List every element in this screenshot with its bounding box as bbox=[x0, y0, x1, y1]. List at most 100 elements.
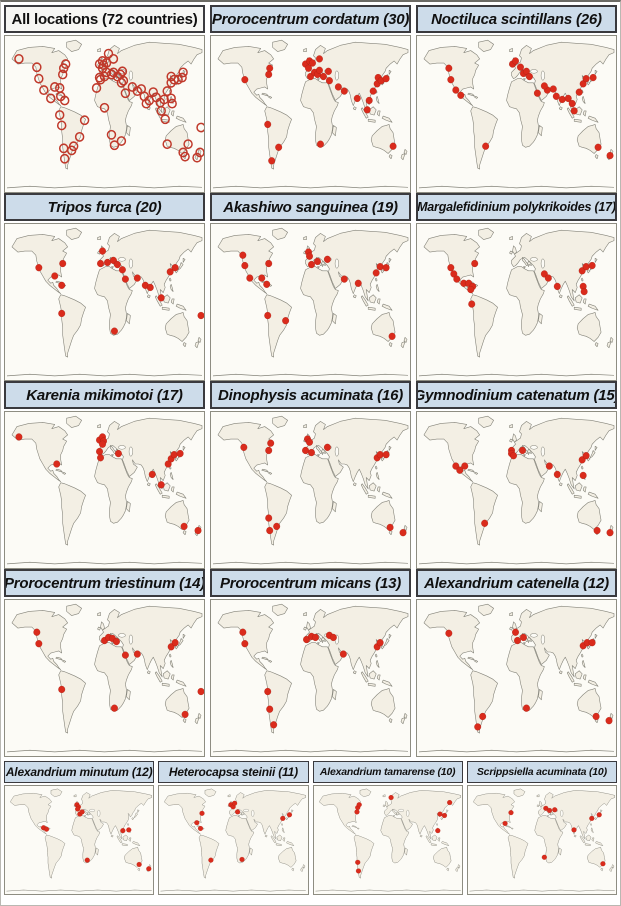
location-marker bbox=[386, 523, 394, 532]
location-marker bbox=[266, 705, 274, 713]
location-marker bbox=[35, 264, 43, 272]
location-marker bbox=[136, 861, 142, 867]
panel-akashiwo-sanguinea: Akashiwo sanguinea (19) bbox=[210, 193, 411, 381]
panel-tripos-furca: Tripos furca (20) bbox=[4, 193, 205, 381]
location-marker bbox=[382, 75, 390, 83]
map-grid-bottom: Alexandrium minutum (12) Heterocapsa ste… bbox=[4, 761, 617, 895]
location-markers bbox=[33, 628, 204, 718]
location-marker bbox=[103, 48, 114, 59]
location-marker bbox=[389, 142, 397, 150]
location-marker bbox=[265, 70, 273, 79]
location-markers bbox=[240, 435, 407, 537]
location-marker bbox=[167, 643, 175, 651]
location-marker bbox=[176, 450, 184, 458]
location-marker bbox=[363, 106, 371, 114]
location-marker bbox=[355, 868, 361, 874]
location-marker bbox=[91, 83, 102, 93]
location-marker bbox=[159, 94, 169, 105]
location-marker bbox=[141, 98, 152, 109]
location-marker bbox=[133, 650, 141, 658]
location-marker bbox=[512, 57, 519, 65]
location-marker bbox=[514, 636, 521, 645]
location-marker bbox=[578, 267, 586, 275]
location-marker bbox=[436, 811, 443, 817]
location-marker bbox=[195, 147, 204, 158]
location-marker bbox=[54, 110, 65, 120]
location-marker bbox=[101, 67, 112, 78]
location-marker bbox=[246, 274, 254, 282]
location-marker bbox=[546, 807, 552, 813]
location-marker bbox=[126, 827, 132, 833]
location-marker bbox=[265, 446, 273, 455]
location-marker bbox=[109, 140, 120, 151]
location-marker bbox=[552, 92, 560, 100]
location-marker bbox=[59, 153, 70, 164]
panel-all-locations: All locations (72 countries) bbox=[4, 5, 205, 193]
location-marker bbox=[133, 274, 141, 282]
world-map bbox=[416, 223, 617, 381]
location-marker bbox=[267, 439, 275, 447]
location-marker bbox=[317, 140, 324, 148]
location-marker bbox=[180, 522, 188, 530]
world-map bbox=[210, 599, 411, 757]
location-markers bbox=[239, 628, 384, 729]
location-marker bbox=[79, 809, 85, 815]
location-markers bbox=[40, 802, 152, 872]
location-marker bbox=[445, 629, 453, 637]
location-marker bbox=[519, 446, 526, 455]
location-marker bbox=[197, 687, 204, 696]
location-marker bbox=[239, 251, 247, 259]
panel-dinophysis-acuminata: Dinophysis acuminata (16) bbox=[210, 381, 411, 569]
location-marker bbox=[99, 102, 110, 113]
world-outline bbox=[6, 603, 203, 753]
location-markers bbox=[241, 55, 397, 165]
location-marker bbox=[171, 264, 179, 272]
location-marker bbox=[116, 77, 127, 88]
location-marker bbox=[97, 259, 104, 268]
location-marker bbox=[111, 704, 118, 712]
location-marker bbox=[468, 300, 476, 308]
panel-alexandrium-minutum: Alexandrium minutum (12) bbox=[4, 761, 155, 895]
location-marker bbox=[540, 270, 548, 278]
location-marker bbox=[57, 69, 68, 80]
location-marker bbox=[549, 85, 557, 93]
location-marker bbox=[75, 806, 81, 812]
location-marker bbox=[74, 131, 85, 142]
location-marker bbox=[340, 275, 348, 283]
location-marker bbox=[120, 828, 126, 834]
panel-title: Scrippsiella acuminata (10) bbox=[466, 761, 617, 783]
panel-title: Karenia mikimotoi (17) bbox=[4, 381, 205, 409]
location-marker bbox=[99, 440, 106, 448]
location-marker bbox=[264, 311, 272, 320]
location-marker bbox=[582, 75, 590, 83]
location-marker bbox=[596, 812, 602, 818]
location-markers bbox=[445, 628, 613, 731]
location-marker bbox=[482, 142, 490, 150]
location-marker bbox=[323, 443, 331, 451]
location-marker bbox=[502, 820, 508, 826]
location-marker bbox=[106, 129, 117, 140]
panel-title: Margalefidinium polykrikoides (17) bbox=[416, 193, 617, 221]
location-marker bbox=[198, 825, 204, 831]
location-marker bbox=[302, 446, 309, 455]
panel-karenia-mikimotoi: Karenia mikimotoi (17) bbox=[4, 381, 205, 569]
world-map bbox=[4, 411, 205, 569]
location-marker bbox=[121, 651, 129, 659]
location-marker bbox=[316, 66, 323, 74]
world-outline bbox=[314, 788, 461, 892]
location-marker bbox=[34, 73, 44, 84]
location-marker bbox=[517, 63, 524, 71]
location-marker bbox=[551, 807, 558, 813]
location-marker bbox=[369, 87, 377, 95]
location-marker bbox=[309, 59, 316, 67]
world-outline bbox=[468, 788, 615, 892]
panel-gymnodinium-catenatum: Gymnodinium catenatum (15) bbox=[416, 381, 617, 569]
location-marker bbox=[106, 69, 117, 80]
world-map bbox=[4, 35, 205, 193]
panel-title: Dinophysis acuminata (16) bbox=[210, 381, 411, 409]
location-marker bbox=[308, 448, 315, 457]
location-marker bbox=[51, 272, 59, 280]
location-marker bbox=[593, 526, 601, 535]
location-markers bbox=[239, 248, 396, 340]
location-marker bbox=[167, 98, 177, 109]
